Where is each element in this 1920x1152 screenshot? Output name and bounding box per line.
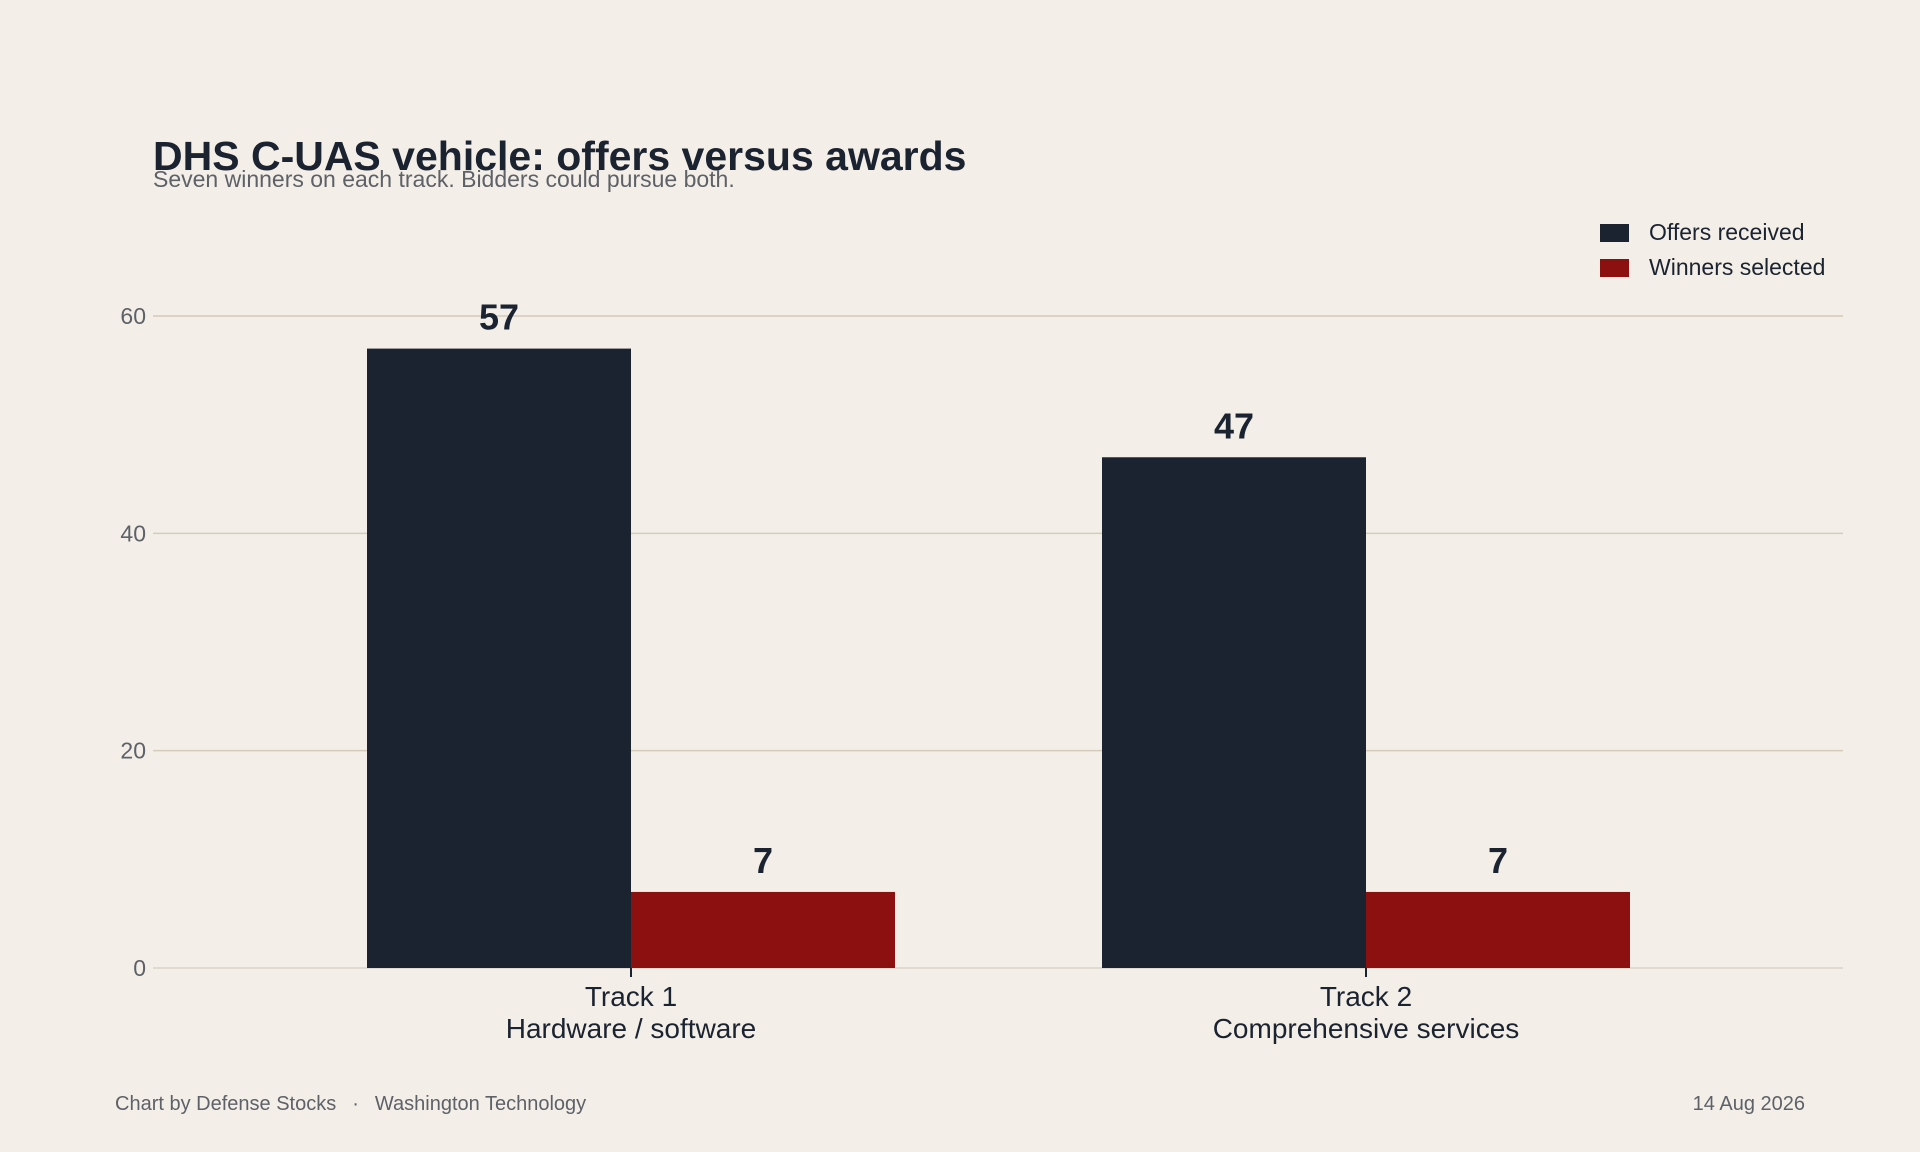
footer-separator: ·: [352, 1093, 359, 1115]
category-sublabel: Comprehensive services: [1213, 1013, 1520, 1044]
data-label: 7: [753, 840, 773, 881]
legend-swatch-offers: [1600, 223, 1629, 242]
bar-offers: [367, 348, 631, 969]
credit-text: Chart by Defense Stocks: [115, 1093, 337, 1115]
bar-offers: [1102, 457, 1366, 968]
y-tick-label: 20: [120, 738, 146, 764]
legend-label-winners: Winners selected: [1649, 254, 1826, 280]
data-label: 57: [479, 297, 519, 338]
legend-item-winners: Winners selected: [1600, 250, 1825, 285]
legend-item-offers: Offers received: [1600, 215, 1825, 250]
bar-winners: [631, 891, 895, 968]
chart-subtitle: Seven winners on each track. Bidders cou…: [153, 166, 735, 192]
y-tick-label: 0: [133, 955, 146, 981]
footer-date: 14 Aug 2026: [1692, 1093, 1805, 1115]
category-sublabel: Hardware / software: [506, 1013, 757, 1044]
y-tick-label: 60: [120, 303, 146, 329]
category-label: Track 2: [1320, 981, 1412, 1012]
legend-label-offers: Offers received: [1649, 219, 1805, 245]
footer-credit: Chart by Defense Stocks · Washington Techn…: [115, 1093, 586, 1116]
chart-title: DHS C-UAS vehicle: offers versus awards: [153, 133, 967, 179]
data-label: 7: [1488, 840, 1508, 881]
legend: Offers received Winners selected: [1600, 215, 1825, 285]
legend-swatch-winners: [1600, 258, 1629, 277]
bar-winners: [1366, 891, 1630, 968]
data-label: 47: [1214, 405, 1254, 446]
source-text: Washington Technology: [374, 1093, 587, 1115]
y-tick-label: 40: [120, 520, 146, 546]
category-label: Track 1: [585, 981, 677, 1012]
